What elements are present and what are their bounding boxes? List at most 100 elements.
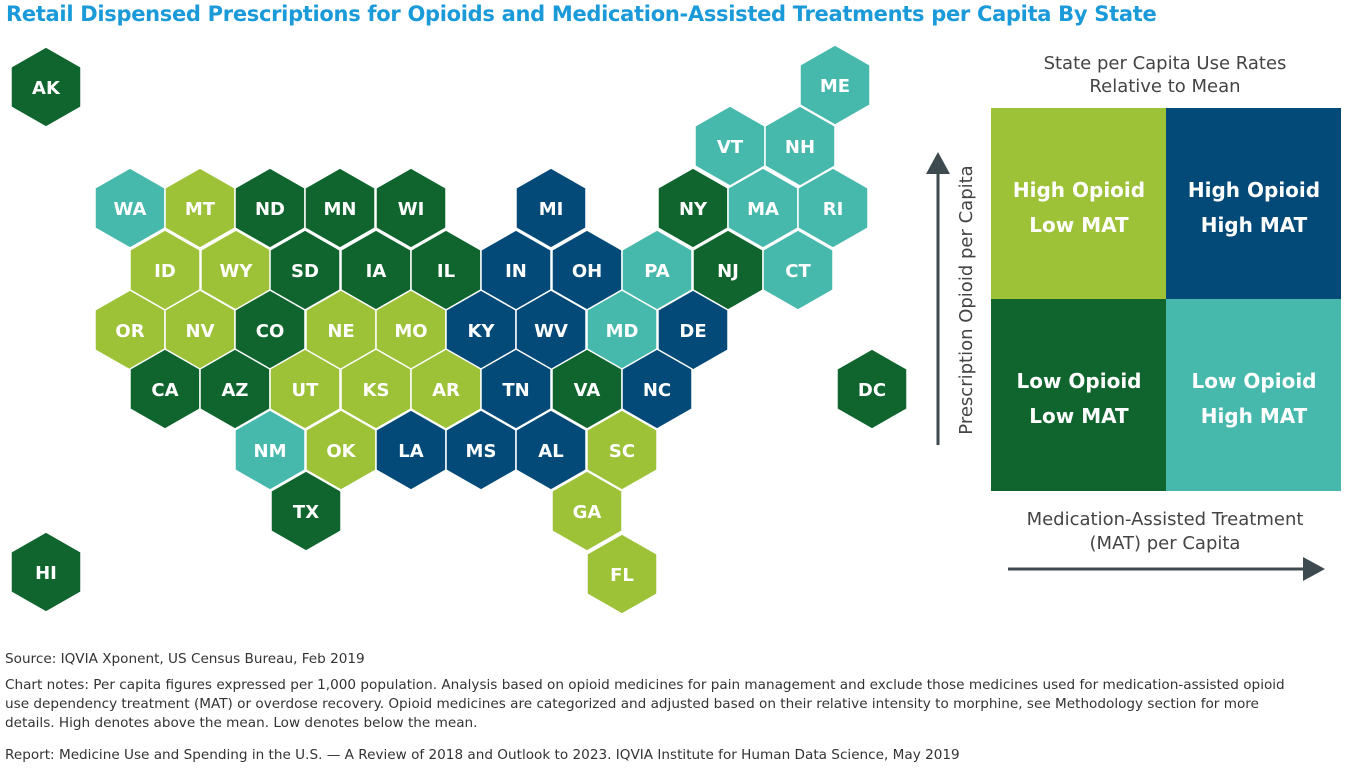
state-label: ND bbox=[255, 199, 285, 220]
hex-shape bbox=[10, 531, 82, 613]
report-note: Report: Medicine Use and Spending in the… bbox=[5, 747, 960, 763]
state-label: IN bbox=[505, 261, 527, 282]
hex-shape bbox=[551, 470, 623, 552]
hex-shape bbox=[269, 348, 341, 430]
hex-shape bbox=[515, 167, 587, 249]
chart-notes: Chart notes: Per capita figures expresse… bbox=[5, 677, 1285, 731]
hex-shape bbox=[375, 167, 447, 249]
state-label: MA bbox=[747, 199, 779, 220]
state-hex-ak: AK bbox=[10, 46, 82, 128]
state-label: PA bbox=[644, 261, 670, 282]
state-hex-ct: CT bbox=[762, 229, 834, 311]
state-label: WV bbox=[534, 321, 568, 342]
hex-shape bbox=[797, 167, 869, 249]
state-hex-ok: OK bbox=[305, 409, 377, 491]
state-hex-tn: TN bbox=[480, 348, 552, 430]
state-hex-al: AL bbox=[515, 409, 587, 491]
legend-title-line1: State per Capita Use Rates bbox=[1044, 53, 1287, 74]
hex-map: AK ME VT NH WA MT ND MN WI MI NY MA RI ID WY SD IA IL IN OH… bbox=[10, 44, 908, 615]
legend-quadrant-hh bbox=[1166, 108, 1341, 300]
hex-shape bbox=[234, 409, 306, 491]
state-hex-wa: WA bbox=[94, 167, 166, 249]
hex-shape bbox=[10, 46, 82, 128]
state-hex-mi: MI bbox=[515, 167, 587, 249]
source-note: Source: IQVIA Xponent, US Census Bureau,… bbox=[5, 651, 365, 667]
state-hex-hi: HI bbox=[10, 531, 82, 613]
state-hex-mn: MN bbox=[304, 167, 376, 249]
state-label: MN bbox=[324, 199, 357, 220]
state-label: VA bbox=[574, 380, 601, 401]
state-label: MO bbox=[394, 321, 427, 342]
hex-shape bbox=[515, 409, 587, 491]
state-hex-md: MD bbox=[586, 289, 658, 371]
state-hex-me: ME bbox=[799, 44, 871, 126]
legend-quadrant-label: High MAT bbox=[1201, 213, 1308, 237]
state-label: NE bbox=[327, 321, 354, 342]
state-hex-sd: SD bbox=[269, 229, 341, 311]
state-label: NJ bbox=[717, 261, 739, 282]
hex-shape bbox=[586, 409, 658, 491]
state-label: ID bbox=[154, 261, 176, 282]
state-hex-ar: AR bbox=[410, 348, 482, 430]
legend-quadrant-label: Low Opioid bbox=[1191, 369, 1316, 393]
hex-shape bbox=[586, 533, 658, 615]
state-hex-de: DE bbox=[657, 289, 729, 371]
state-label: MS bbox=[466, 441, 497, 462]
state-label: AZ bbox=[222, 380, 249, 401]
legend-quadrant-label: High Opioid bbox=[1188, 178, 1320, 202]
legend-quadrant-lh bbox=[1166, 299, 1341, 491]
state-label: RI bbox=[823, 199, 844, 220]
state-label: KY bbox=[468, 321, 496, 342]
state-hex-in: IN bbox=[480, 229, 552, 311]
state-hex-oh: OH bbox=[551, 229, 623, 311]
state-hex-ut: UT bbox=[269, 348, 341, 430]
state-label: CO bbox=[256, 321, 285, 342]
state-hex-nc: NC bbox=[621, 348, 693, 430]
state-hex-ny: NY bbox=[657, 167, 729, 249]
state-hex-la: LA bbox=[375, 409, 447, 491]
state-label: VT bbox=[717, 137, 744, 158]
x-axis-arrow-head-icon bbox=[1303, 557, 1325, 581]
state-hex-va: VA bbox=[551, 348, 623, 430]
state-label: AR bbox=[432, 380, 460, 401]
state-hex-pa: PA bbox=[621, 229, 693, 311]
legend-title-line2: Relative to Mean bbox=[1089, 76, 1240, 97]
state-hex-ma: MA bbox=[727, 167, 799, 249]
hex-shape bbox=[762, 229, 834, 311]
state-label: NV bbox=[186, 321, 215, 342]
state-label: SD bbox=[291, 261, 319, 282]
state-label: CT bbox=[785, 261, 811, 282]
x-axis-label-line2: (MAT) per Capita bbox=[1090, 533, 1241, 554]
state-label: MD bbox=[606, 321, 639, 342]
state-label: KS bbox=[363, 380, 390, 401]
state-label: TX bbox=[293, 502, 319, 523]
state-label: OH bbox=[572, 261, 602, 282]
state-hex-wi: WI bbox=[375, 167, 447, 249]
chart-title: Retail Dispensed Prescriptions for Opioi… bbox=[6, 2, 1157, 26]
hex-shape bbox=[621, 348, 693, 430]
state-label: NM bbox=[254, 441, 287, 462]
state-label: IA bbox=[366, 261, 387, 282]
state-label: UT bbox=[292, 380, 320, 401]
state-hex-nv: NV bbox=[164, 289, 236, 371]
state-label: WI bbox=[398, 199, 425, 220]
x-axis-label-line1: Medication-Assisted Treatment bbox=[1027, 509, 1304, 530]
state-label: MI bbox=[539, 199, 564, 220]
state-hex-nd: ND bbox=[234, 167, 306, 249]
state-label: HI bbox=[35, 563, 57, 584]
state-hex-fl: FL bbox=[586, 533, 658, 615]
legend-quadrant-label: High Opioid bbox=[1013, 178, 1145, 202]
state-label: IL bbox=[437, 261, 455, 282]
state-label: FL bbox=[610, 565, 634, 586]
state-label: NC bbox=[643, 380, 671, 401]
state-label: SC bbox=[609, 441, 635, 462]
state-hex-ks: KS bbox=[340, 348, 412, 430]
state-label: NH bbox=[785, 137, 815, 158]
state-hex-tx: TX bbox=[270, 470, 342, 552]
legend-quadrant-label: Low Opioid bbox=[1016, 369, 1141, 393]
state-label: GA bbox=[573, 502, 602, 523]
hex-shape bbox=[270, 470, 342, 552]
state-label: AL bbox=[538, 441, 563, 462]
state-label: CA bbox=[151, 380, 178, 401]
state-label: MT bbox=[185, 199, 216, 220]
